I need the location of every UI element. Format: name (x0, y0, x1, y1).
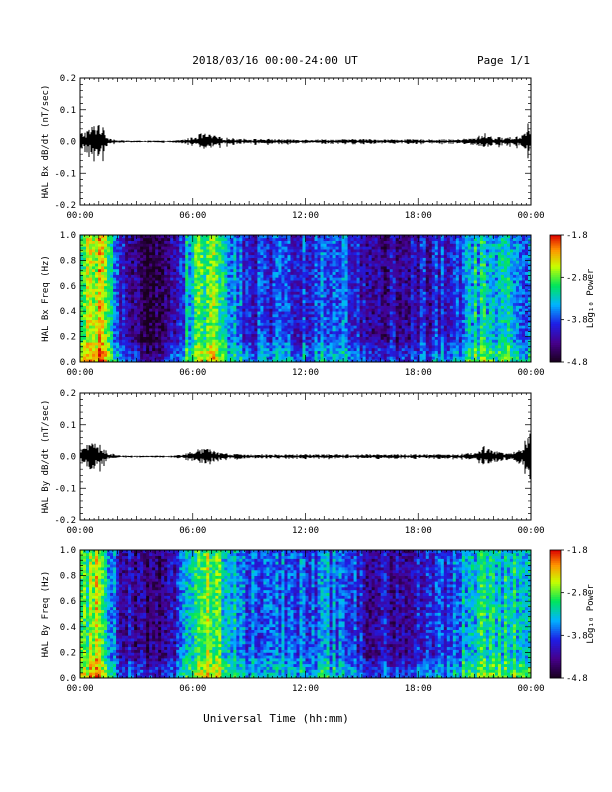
spectrogram (80, 550, 532, 679)
colorbar-frame (549, 549, 562, 679)
x-tick-label: 12:00 (292, 684, 319, 694)
colorbar-tick-label: -4.8 (566, 358, 588, 368)
x-tick-label: 00:00 (66, 368, 93, 378)
x-tick-label: 18:00 (405, 684, 432, 694)
y-tick-label: 0.8 (60, 256, 76, 266)
y-tick-label: 0.0 (60, 358, 76, 368)
y-tick-label: 0.8 (60, 572, 76, 582)
x-tick-label: 06:00 (179, 684, 206, 694)
x-tick-label: 18:00 (405, 368, 432, 378)
x-tick-label: 12:00 (292, 211, 319, 221)
y-tick-label: 0.2 (60, 389, 76, 399)
y-ticks (80, 549, 531, 679)
y-tick-label: 0.2 (60, 333, 76, 343)
y-tick-label: 1.0 (60, 231, 76, 241)
panel-2: -1.8 -2.8 -3.8 -4.8 Log₁₀ Power 00:00 06:00 12:… (41, 231, 596, 378)
dbdt-trace (79, 433, 532, 479)
y-tick-label: -0.2 (54, 201, 76, 211)
y-tick-label: -0.1 (54, 169, 76, 179)
colorbar-tick-label: -2.8 (566, 589, 588, 599)
x-ticks (79, 550, 532, 678)
y-tick-label: 0.4 (60, 307, 76, 317)
y-ticks (80, 392, 531, 521)
x-tick-label: 12:00 (292, 368, 319, 378)
x-tick-label: 18:00 (405, 526, 432, 536)
page-title: 2018/03/16 00:00-24:00 UT (192, 54, 358, 67)
colorbar-tick-label: -1.8 (566, 231, 588, 241)
y-ticks (80, 77, 531, 206)
y-tick-label: 0.6 (60, 597, 76, 607)
x-ticks (79, 78, 532, 205)
x-ticks (79, 393, 532, 520)
colorbar-label: Log₁₀ Power (586, 584, 596, 644)
colorbar-label: Log₁₀ Power (586, 268, 596, 328)
x-tick-label: 06:00 (179, 211, 206, 221)
colorbar-tick-label: -1.8 (566, 546, 588, 556)
panel-1: 00:00 06:00 12:00 18:00 00:00 0.2 0.1 0.0 -0.1 -0… (41, 74, 545, 221)
colorbar: -1.8 -2.8 -3.8 -4.8 Log₁₀ Power (549, 231, 596, 368)
x-tick-label: 00:00 (517, 684, 544, 694)
y-tick-label: 0.1 (60, 106, 76, 116)
y-tick-label: 1.0 (60, 546, 76, 556)
y-axis-label: HAL By dB/dt (nT/sec) (41, 400, 51, 514)
y-tick-label: 0.1 (60, 421, 76, 431)
x-axis-label: Universal Time (hh:mm) (203, 712, 349, 725)
colorbar-tick-label: -4.8 (566, 674, 588, 684)
colorbar: -1.8 -2.8 -3.8 -4.8 Log₁₀ Power (549, 546, 596, 684)
y-tick-label: -0.1 (54, 484, 76, 494)
colorbar-tick-label: -3.8 (566, 316, 588, 326)
colorbar-tick-label: -2.8 (566, 273, 588, 283)
page-number: Page 1/1 (477, 54, 530, 67)
y-tick-label: 0.2 (60, 74, 76, 84)
x-ticks (79, 235, 532, 362)
x-tick-label: 18:00 (405, 211, 432, 221)
x-tick-label: 06:00 (179, 368, 206, 378)
y-tick-label: 0.0 (60, 138, 76, 148)
y-axis-label: HAL By Freq (Hz) (41, 571, 51, 658)
y-tick-label: 0.6 (60, 282, 76, 292)
y-tick-label: -0.2 (54, 516, 76, 526)
y-tick-label: 0.0 (60, 453, 76, 463)
x-tick-label: 12:00 (292, 526, 319, 536)
y-tick-label: 0.0 (60, 674, 76, 684)
y-ticks (80, 234, 531, 363)
x-tick-label: 00:00 (66, 211, 93, 221)
x-tick-label: 06:00 (179, 526, 206, 536)
panel-4: -1.8 -2.8 -3.8 -4.8 Log₁₀ Power 00:00 06:00 12:… (41, 546, 596, 694)
panel-3: 00:00 06:00 12:00 18:00 00:00 0.2 0.1 0.0 -0.1 -0… (41, 389, 545, 536)
x-tick-label: 00:00 (517, 211, 544, 221)
y-axis-label: HAL Bx dB/dt (nT/sec) (41, 85, 51, 199)
y-tick-label: 0.4 (60, 623, 76, 633)
x-tick-label: 00:00 (517, 526, 544, 536)
y-tick-label: 0.2 (60, 648, 76, 658)
dbdt-trace (79, 123, 532, 162)
colorbar-tick-label: -3.8 (566, 631, 588, 641)
x-tick-label: 00:00 (66, 526, 93, 536)
x-tick-label: 00:00 (66, 684, 93, 694)
x-tick-label: 00:00 (517, 368, 544, 378)
spectrogram (80, 235, 532, 363)
colorbar-frame (549, 234, 562, 363)
y-axis-label: HAL Bx Freq (Hz) (41, 255, 51, 342)
